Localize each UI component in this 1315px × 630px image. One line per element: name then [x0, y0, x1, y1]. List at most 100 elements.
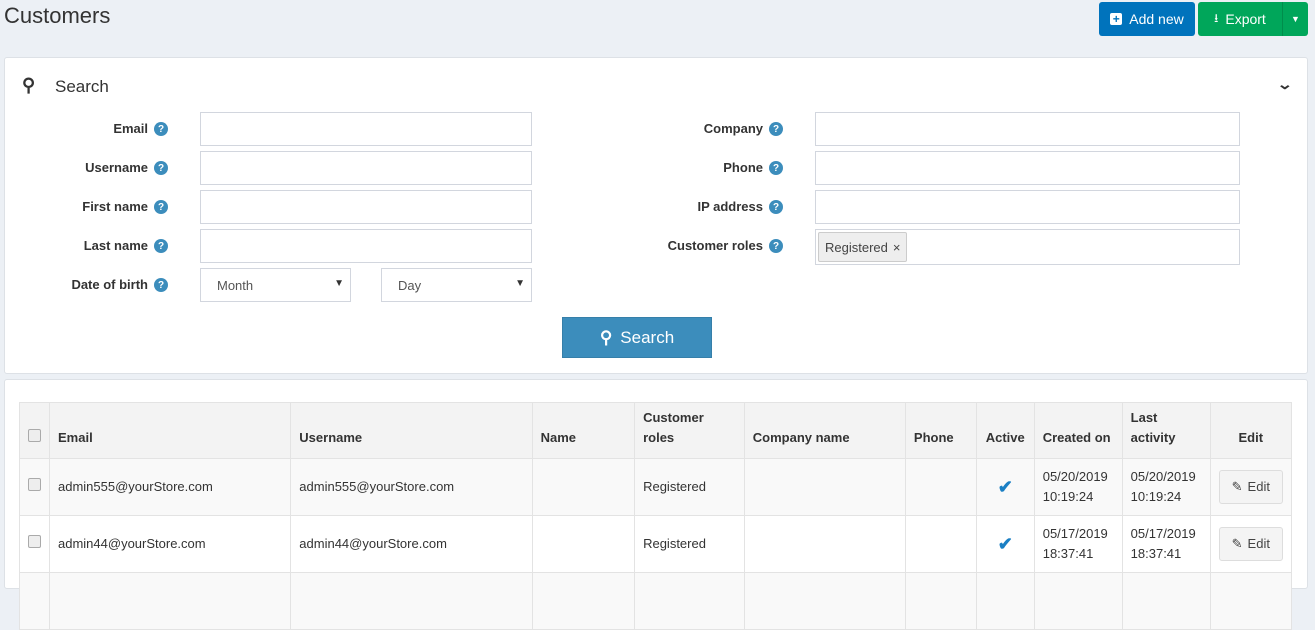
help-icon[interactable]: ?: [154, 200, 168, 214]
cell-created-on: 05/17/2019 18:37:41: [1033, 515, 1123, 573]
help-icon[interactable]: ?: [154, 239, 168, 253]
cell-edit: ✎ Edit: [1209, 458, 1293, 516]
role-tag: Registered ×: [818, 232, 908, 262]
download-icon: ⭳: [1214, 10, 1219, 25]
add-new-button[interactable]: + Add new: [1099, 2, 1195, 36]
label-customer-roles: Customer roles: [667, 238, 763, 253]
header-customer-roles[interactable]: Customer roles: [634, 402, 745, 459]
username-input[interactable]: [200, 151, 532, 185]
add-new-label: Add new: [1129, 11, 1184, 27]
table-header-row: Email Username Name Customer roles Compa…: [19, 402, 1293, 459]
edit-button[interactable]: ✎ Edit: [1218, 470, 1283, 504]
cell-last-activity: 05/17/2019 18:37:41: [1121, 515, 1211, 573]
label-date-of-birth: Date of birth: [71, 277, 148, 292]
company-input[interactable]: [815, 112, 1240, 146]
dob-day-value: Day: [398, 278, 422, 293]
dob-day-select[interactable]: Day ▼: [381, 268, 532, 302]
select-all-checkbox-cell[interactable]: [19, 402, 50, 459]
label-username: Username: [85, 160, 148, 175]
last-activity-date: 05/20/2019: [1130, 469, 1196, 484]
dob-month-value: Month: [217, 278, 254, 293]
export-button[interactable]: ⭳ Export: [1198, 2, 1282, 36]
last-name-input[interactable]: [200, 229, 532, 263]
edit-button[interactable]: ✎ Edit: [1218, 527, 1283, 561]
cell-username: admin44@yourStore.com: [290, 515, 533, 573]
dob-month-select[interactable]: Month ▼: [200, 268, 351, 302]
plus-square-icon: +: [1110, 13, 1123, 25]
help-icon[interactable]: ?: [769, 161, 783, 175]
select-all-checkbox[interactable]: [28, 429, 41, 442]
search-submit-button[interactable]: ⚲ Search: [562, 317, 712, 358]
row-checkbox-cell[interactable]: [19, 458, 50, 516]
customers-table: Email Username Name Customer roles Compa…: [19, 402, 1293, 630]
cell-email: admin44@yourStore.com: [48, 515, 292, 573]
help-icon[interactable]: ?: [769, 239, 783, 253]
chevron-down-icon[interactable]: ⌄: [1276, 76, 1294, 92]
active-check-icon: ✔: [975, 515, 1035, 573]
pencil-icon: ✎: [1231, 479, 1243, 494]
caret-down-icon: ▼: [515, 278, 525, 289]
label-phone: Phone: [723, 160, 763, 175]
cell-username: admin555@yourStore.com: [290, 458, 533, 516]
search-icon: ⚲: [22, 75, 36, 95]
header-username[interactable]: Username: [290, 402, 533, 459]
cell-company: [743, 458, 906, 516]
remove-tag-icon[interactable]: ×: [892, 239, 901, 255]
created-time: 10:19:24: [1042, 489, 1094, 504]
page-title: Customers: [4, 3, 111, 28]
export-label: Export: [1225, 11, 1266, 27]
cell-roles: Registered: [634, 515, 745, 573]
header-active[interactable]: Active: [975, 402, 1035, 459]
email-input[interactable]: [200, 112, 532, 146]
edit-label: Edit: [1247, 536, 1270, 551]
cell-edit: ✎ Edit: [1209, 515, 1293, 573]
last-activity-time: 10:19:24: [1130, 489, 1182, 504]
search-button-label: Search: [620, 327, 675, 347]
edit-label: Edit: [1247, 479, 1270, 494]
help-icon[interactable]: ?: [769, 122, 783, 136]
export-dropdown-toggle[interactable]: ▼: [1282, 2, 1308, 36]
label-ip-address: IP address: [697, 199, 763, 214]
role-tag-label: Registered: [825, 239, 888, 255]
search-icon: ⚲: [599, 327, 613, 347]
table-row: [19, 572, 1293, 630]
cell-roles: Registered: [634, 458, 745, 516]
cell-company: [743, 515, 906, 573]
label-first-name: First name: [82, 199, 148, 214]
last-activity-time: 18:37:41: [1130, 546, 1182, 561]
ip-address-input[interactable]: [815, 190, 1240, 224]
header-edit: Edit: [1209, 402, 1293, 459]
active-check-icon: ✔: [975, 458, 1035, 516]
label-last-name: Last name: [83, 238, 148, 253]
first-name-input[interactable]: [200, 190, 532, 224]
table-row: admin44@yourStore.com admin44@yourStore.…: [19, 515, 1293, 573]
header-company-name[interactable]: Company name: [743, 402, 906, 459]
table-row: admin555@yourStore.com admin555@yourStor…: [19, 458, 1293, 516]
header-phone[interactable]: Phone: [904, 402, 977, 459]
header-last-activity[interactable]: Last activity: [1121, 402, 1211, 459]
help-icon[interactable]: ?: [154, 278, 168, 292]
caret-down-icon: ▼: [334, 278, 344, 289]
cell-phone: [904, 515, 977, 573]
search-panel-title[interactable]: Search: [55, 77, 109, 96]
header-name[interactable]: Name: [531, 402, 636, 459]
header-created-on[interactable]: Created on: [1033, 402, 1123, 459]
cell-last-activity: 05/20/2019 10:19:24: [1121, 458, 1211, 516]
help-icon[interactable]: ?: [154, 122, 168, 136]
help-icon[interactable]: ?: [154, 161, 168, 175]
created-date: 05/20/2019: [1042, 469, 1108, 484]
created-time: 18:37:41: [1042, 546, 1094, 561]
pencil-icon: ✎: [1231, 536, 1243, 551]
row-checkbox[interactable]: [28, 535, 41, 548]
row-checkbox[interactable]: [28, 478, 41, 491]
cell-phone: [904, 458, 977, 516]
phone-input[interactable]: [815, 151, 1240, 185]
cell-name: [531, 515, 636, 573]
label-company: Company: [703, 121, 763, 136]
row-checkbox-cell[interactable]: [19, 515, 50, 573]
customer-roles-multiselect[interactable]: Registered ×: [815, 229, 1240, 265]
header-email[interactable]: Email: [48, 402, 292, 459]
cell-created-on: 05/20/2019 10:19:24: [1033, 458, 1123, 516]
help-icon[interactable]: ?: [769, 200, 783, 214]
created-date: 05/17/2019: [1042, 526, 1108, 541]
